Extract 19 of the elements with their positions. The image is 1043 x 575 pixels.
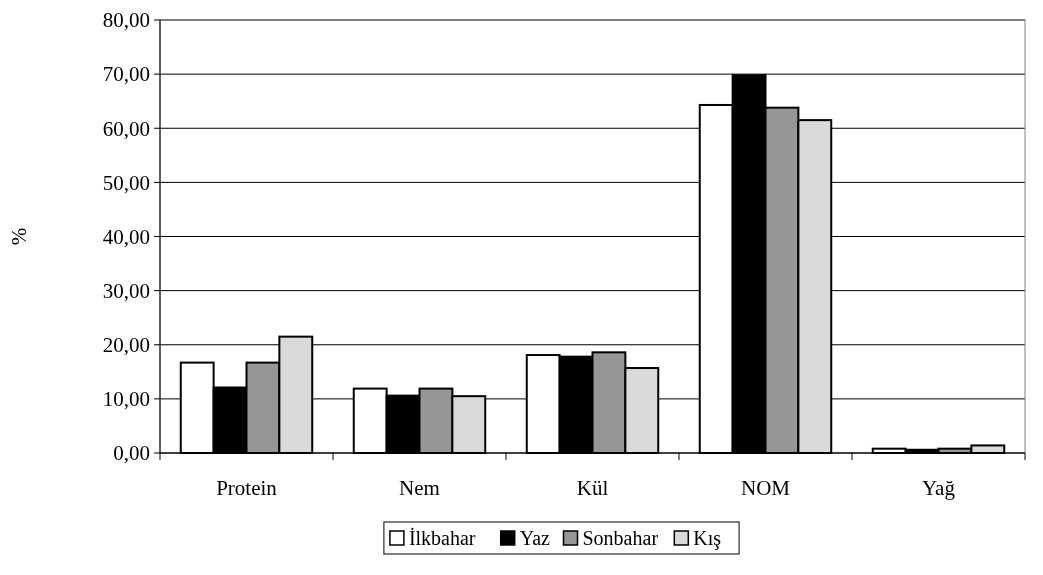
legend-label: Kış (693, 527, 722, 550)
legend-label: Yaz (519, 527, 551, 549)
x-tick-label: Protein (216, 476, 278, 500)
y-tick-label: 60,00 (102, 116, 150, 141)
x-tick-label: Yağ (922, 476, 956, 500)
y-tick-label: 80,00 (102, 8, 150, 33)
y-tick-label: 70,00 (102, 62, 150, 87)
y-tick-label: 40,00 (102, 224, 150, 249)
legend-label: Sonbahar (582, 527, 659, 549)
y-tick-label: 0,00 (113, 441, 150, 466)
y-tick-label: 20,00 (102, 333, 150, 358)
x-tick-label: NOM (740, 476, 791, 500)
y-axis-title: % (7, 227, 31, 246)
legend-label: İlkbahar (408, 527, 476, 549)
x-tick-label: Nem (399, 476, 440, 500)
x-tick-label: Kül (576, 476, 609, 500)
y-tick-label: 30,00 (102, 278, 150, 303)
y-tick-label: 50,00 (102, 170, 150, 195)
y-tick-label: 10,00 (102, 387, 150, 412)
